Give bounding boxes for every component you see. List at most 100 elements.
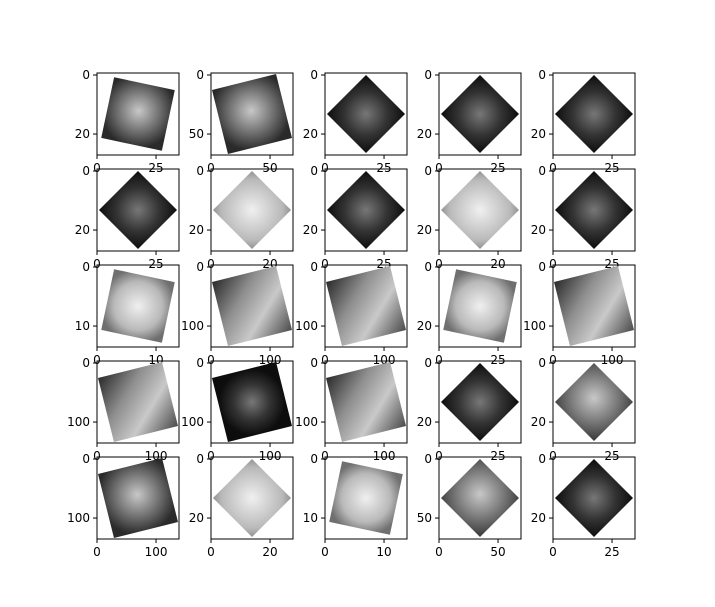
y-tick-label: 100	[181, 319, 204, 333]
x-tick-label: 0	[549, 449, 557, 463]
x-tick-label: 0	[321, 449, 329, 463]
x-tick-label: 0	[549, 353, 557, 367]
image-content	[327, 75, 405, 153]
x-tick-label: 0	[93, 545, 101, 559]
image-content	[325, 265, 407, 347]
y-tick-label: 10	[75, 319, 90, 333]
image-panel: 0 50 0 50	[417, 452, 522, 559]
axes-frame	[438, 456, 522, 540]
axes-frame	[210, 360, 294, 444]
x-tick-label: 25	[604, 545, 619, 559]
image-content	[441, 459, 519, 537]
x-tick-label: 50	[262, 161, 277, 175]
x-tick-label: 0	[435, 545, 443, 559]
image-content	[101, 77, 175, 151]
axes-frame	[438, 168, 522, 252]
image-content	[211, 265, 293, 347]
x-tick-label: 0	[549, 257, 557, 271]
axes-frame	[438, 72, 522, 156]
image-content	[553, 265, 635, 347]
x-tick-label: 0	[321, 545, 329, 559]
axes-frame	[324, 264, 408, 348]
x-tick-label: 0	[93, 161, 101, 175]
y-tick-label: 0	[538, 452, 546, 466]
x-tick-label: 0	[93, 353, 101, 367]
image-panel: 0 25 0 20	[75, 164, 180, 271]
x-tick-label: 0	[93, 449, 101, 463]
image-panel: 0 25 0 20	[417, 356, 522, 463]
image-panel: 0 20 0 20	[417, 164, 522, 271]
image-panel: 0 25 0 20	[303, 68, 408, 175]
x-tick-label: 10	[376, 545, 391, 559]
image-content	[443, 269, 517, 343]
x-tick-label: 0	[207, 545, 215, 559]
image-content	[213, 171, 291, 249]
y-tick-label: 0	[424, 260, 432, 274]
y-tick-label: 20	[531, 127, 546, 141]
axes-frame	[210, 168, 294, 252]
axes-frame	[438, 360, 522, 444]
image-content	[555, 75, 633, 153]
axes-frame	[210, 264, 294, 348]
axes-frame	[324, 360, 408, 444]
y-tick-label: 0	[196, 452, 204, 466]
y-tick-label: 50	[417, 511, 432, 525]
axes-frame	[438, 264, 522, 348]
image-content	[325, 361, 407, 443]
x-tick-label: 0	[435, 449, 443, 463]
y-tick-label: 0	[424, 452, 432, 466]
image-panel: 0 25 0 20	[531, 452, 636, 559]
y-tick-label: 0	[82, 164, 90, 178]
y-tick-label: 0	[196, 356, 204, 370]
x-tick-label: 0	[435, 257, 443, 271]
image-content	[555, 363, 633, 441]
x-tick-label: 50	[490, 545, 505, 559]
y-tick-label: 20	[417, 415, 432, 429]
x-tick-label: 25	[490, 449, 505, 463]
axes-frame	[96, 168, 180, 252]
axes-frame	[552, 168, 636, 252]
y-tick-label: 20	[417, 319, 432, 333]
image-panel: 0 25 0 20	[303, 164, 408, 271]
axes-frame	[324, 168, 408, 252]
image-content	[555, 459, 633, 537]
axes-frame	[324, 456, 408, 540]
x-tick-label: 0	[321, 161, 329, 175]
image-panel: 0 25 0 20	[417, 68, 522, 175]
axes-frame	[552, 264, 636, 348]
y-tick-label: 20	[303, 127, 318, 141]
y-tick-label: 20	[531, 223, 546, 237]
y-tick-label: 50	[189, 127, 204, 141]
x-tick-label: 100	[259, 449, 282, 463]
x-tick-label: 25	[490, 161, 505, 175]
y-tick-label: 0	[82, 68, 90, 82]
axes-frame	[96, 264, 180, 348]
y-tick-label: 0	[196, 164, 204, 178]
x-tick-label: 0	[207, 257, 215, 271]
y-tick-label: 0	[82, 260, 90, 274]
axes-frame	[96, 456, 180, 540]
axes-frame	[210, 456, 294, 540]
y-tick-label: 0	[310, 68, 318, 82]
x-tick-label: 0	[207, 161, 215, 175]
x-tick-label: 25	[604, 161, 619, 175]
y-tick-label: 100	[67, 511, 90, 525]
x-tick-label: 0	[549, 161, 557, 175]
x-tick-label: 0	[435, 353, 443, 367]
image-content	[99, 171, 177, 249]
x-tick-label: 25	[148, 161, 163, 175]
x-tick-label: 0	[93, 257, 101, 271]
y-tick-label: 20	[189, 223, 204, 237]
x-tick-label: 100	[373, 449, 396, 463]
y-tick-label: 0	[424, 68, 432, 82]
y-tick-label: 0	[196, 68, 204, 82]
y-tick-label: 100	[67, 415, 90, 429]
image-panel: 0 25 0 20	[417, 260, 522, 367]
image-content	[97, 361, 179, 443]
